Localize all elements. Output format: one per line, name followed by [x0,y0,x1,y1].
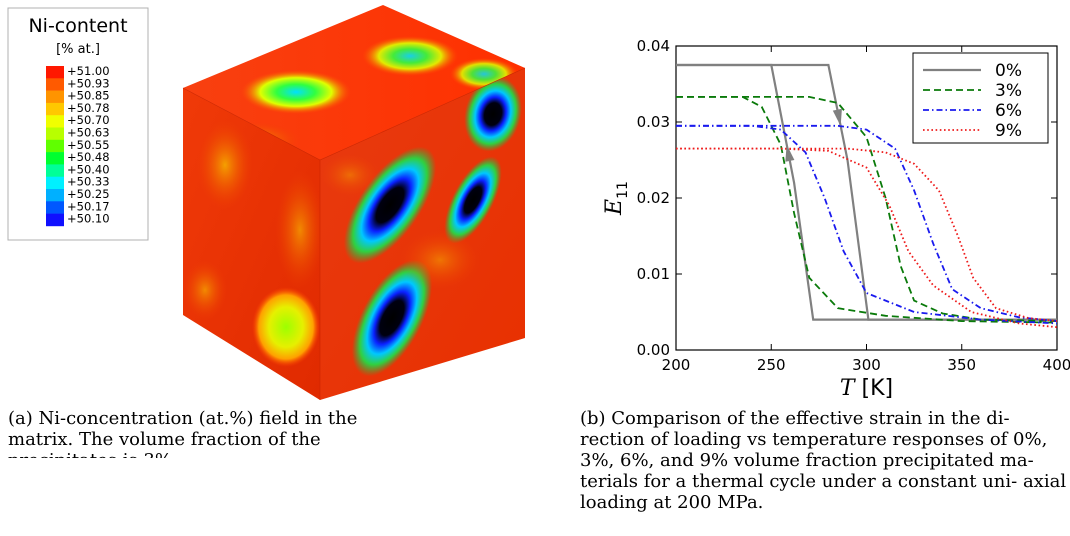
cube-left-face [183,88,320,400]
series-line [676,147,1058,322]
legend-swatch [46,213,64,227]
chart-legend: 0%3%6%9% [912,52,1049,144]
chart-series [676,63,1058,329]
x-tick-label: 250 [757,356,786,374]
legend-value-label: +50.55 [67,138,110,152]
ni-content-legend: Ni-content [% at.] +51.00+50.93+50.85+50… [7,7,149,241]
legend-entry-label: 6% [995,101,1022,121]
caption-b: (b) Comparison of the effective strain i… [580,408,1067,513]
direction-arrow [832,108,842,127]
y-axis-label: E11 [602,181,631,216]
legend-value-label: +50.25 [67,187,110,201]
legend-value-label: +50.33 [67,175,110,189]
legend-value-label: +50.93 [67,76,110,90]
legend-title: Ni-content [28,15,127,37]
caption-a: (a) Ni-concentration (at.%) field in the… [8,408,358,458]
y-tick-label: 0.00 [637,341,670,359]
series-line [676,124,1058,322]
y-tick-label: 0.04 [637,37,670,55]
legend-swatch [46,152,64,165]
x-tick-label: 300 [852,356,881,374]
series-line [676,96,1058,324]
legend-value-label: +50.78 [67,101,110,115]
legend-value-label: +51.00 [67,64,110,78]
legend-swatch [46,139,64,153]
legend-swatch [46,102,64,116]
legend-value-label: +50.17 [67,199,110,213]
panel-b: 200 250 300 350 400 0.00 0.01 0.02 0.03 0.04 T [K]… [560,0,1070,536]
legend-swatch [46,164,64,177]
legend-value-label: +50.48 [67,150,110,164]
legend-colorbar [46,66,64,227]
chart-arrows [785,108,842,162]
legend-swatch [46,201,64,214]
legend-entry-label: 0% [995,61,1022,81]
legend-value-labels: +51.00+50.93+50.85+50.78+50.70+50.63+50.… [67,64,110,226]
legend-value-label: +50.85 [67,89,110,103]
x-tick-label: 350 [947,356,976,374]
direction-arrow [785,144,795,162]
legend-value-label: +50.10 [67,212,110,226]
legend-value-label: +50.70 [67,113,110,127]
legend-value-label: +50.40 [67,162,110,176]
legend-swatch [46,189,64,202]
x-tick-label: 400 [1043,356,1070,374]
strain-temperature-chart: 200 250 300 350 400 0.00 0.01 0.02 0.03 0.04 T [K]… [602,37,1070,401]
y-tick-label: 0.03 [637,113,670,131]
chart-axes: 200 250 300 350 400 0.00 0.01 0.02 0.03 0.04 T [K]… [602,37,1070,401]
legend-entry-label: 3% [995,81,1022,101]
cube-top-face [183,5,525,160]
cube-right-face [320,68,525,400]
series-line [676,96,1058,322]
legend-unit: [% at.] [56,42,100,57]
legend-swatch [46,127,64,141]
legend-swatch [46,90,64,104]
legend-value-label: +50.63 [67,126,110,140]
legend-swatch [46,78,64,91]
legend-swatch [46,115,64,128]
legend-swatch [46,66,64,79]
legend-entry-label: 9% [995,121,1022,141]
panel-a: Ni-content [% at.] +51.00 +50.93 +50.85 +50… [7,5,526,458]
legend-frame [912,52,1049,144]
series-line [676,124,1058,325]
x-axis-label: T [K] [840,376,893,401]
x-tick-label: 200 [662,356,691,374]
y-tick-label: 0.02 [637,189,670,207]
y-tick-label: 0.01 [637,265,670,283]
legend-swatch [46,176,64,190]
ni-concentration-cube-render: Ni-content [% at.] +51.00+50.93+50.85+50… [7,5,526,400]
